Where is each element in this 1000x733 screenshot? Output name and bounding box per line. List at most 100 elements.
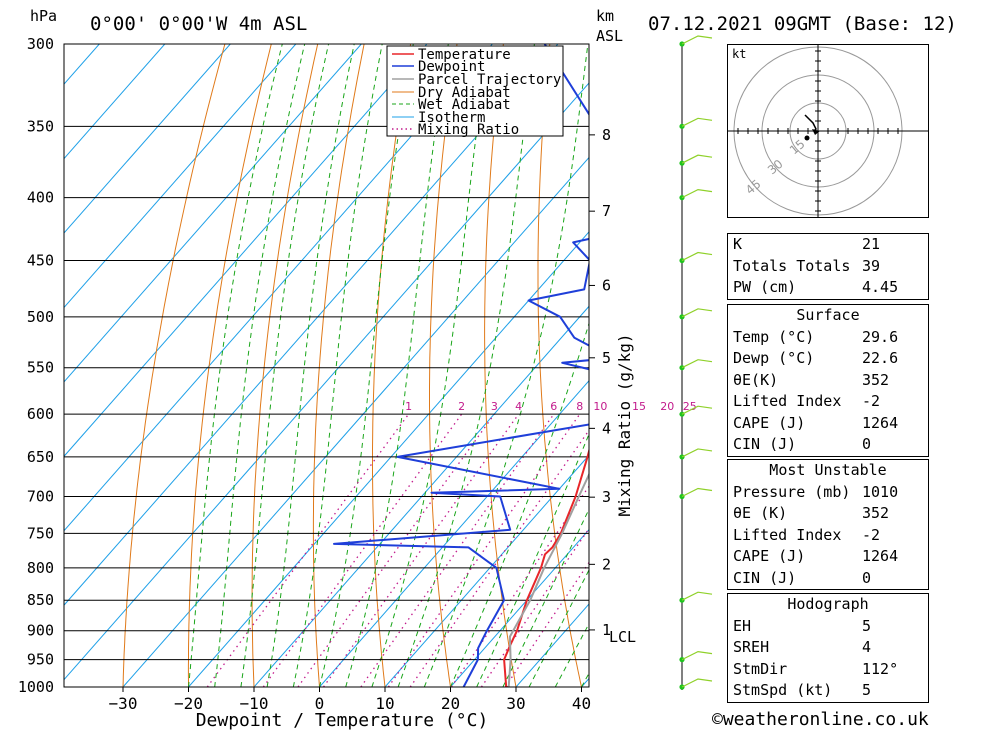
mixing-ratio-label: 10 [593,400,607,413]
hodograph-ring-label-45: 45 [743,177,764,198]
isotherm-line [253,305,589,687]
surface-cape-label: CAPE (J) [733,413,806,432]
wet-adiabat-line [319,44,414,687]
mixing-ratio-line [504,561,589,687]
wet-adiabat-line [240,44,330,687]
height-axis-ticks: 1 2 3 4 5 6 7 8 [589,126,611,639]
wet-adiabat-line [371,44,489,687]
wet-adiabat-line [397,44,535,687]
x-tick-label: −30 [109,694,138,713]
km-tick-label: 8 [602,126,611,144]
km-tick-label: 2 [602,555,611,573]
mixing-ratio-line [322,413,520,687]
wind-barb [681,591,713,601]
dry-adiabat-line [966,26,1000,687]
pressure-tick-label: 700 [27,488,54,506]
km-tick-label: 5 [602,349,611,367]
isotherm-line [384,454,589,687]
wind-barb [681,308,713,318]
isotherm-line [64,82,589,681]
wet-adiabat-line [292,44,383,687]
pressure-tick-label: 650 [27,448,54,466]
wind-barb [681,678,713,688]
mixing-ratio-line [387,413,581,687]
surface-cin-value: 0 [862,435,872,453]
mu-cape-label: CAPE (J) [733,547,806,565]
isotherm-line [64,44,428,458]
pressure-tick-label: 550 [27,359,54,377]
wind-marker [679,597,685,603]
isotherm-line [64,44,231,234]
legend: Temperature Dewpoint Parcel Trajectory D… [386,45,564,138]
pressure-tick-label: 900 [27,622,54,640]
k-value: 21 [862,235,881,253]
index-table: K 21 Totals Totals 39 PW (cm) 4.45 [727,233,929,300]
mixing-ratio-label: 25 [683,400,697,413]
hodo-title: Hodograph [787,595,869,613]
wind-barb [681,359,713,369]
wet-adiabat-line [214,44,306,687]
most-unstable-table: Most Unstable Pressure (mb) 1010 θE (K) 35… [727,459,929,590]
km-tick-label: 7 [602,202,611,220]
mu-cin-label: CIN (J) [733,568,797,587]
surface-title: Surface [796,306,860,324]
mu-li-label: Lifted Index [733,525,842,544]
mixing-ratio-labels: 1 2 3 4 6 8 10 15 20 25 [405,400,697,413]
surface-dewp-value: 22.6 [862,349,899,367]
dry-adiabat-line [372,44,412,687]
pressure-tick-label: 1000 [18,678,54,696]
wind-barb [681,251,713,262]
mu-pressure-label: Pressure (mb) [733,482,851,501]
km-label: km [596,7,614,25]
mixing-ratio-label: 4 [515,400,522,413]
location-title: 0°00' 0°00'W 4m ASL [90,13,307,35]
wet-adiabat-line [423,44,589,687]
x-tick-label: 40 [572,694,591,713]
profile-lines [333,44,589,687]
tt-label: Totals Totals [733,256,851,275]
legend-dry-adiabat: Dry Adiabat [418,85,511,101]
isotherm-line [122,156,589,687]
x-tick-label: −20 [174,694,203,713]
hodograph-table: Hodograph EH 5 SREH 4 StmDir 112° StmSpd (k… [727,593,929,703]
mixing-ratio-label: 8 [576,400,583,413]
km-tick-label: 3 [602,488,611,506]
wind-barb [681,487,713,498]
mixing-ratio-label: 3 [491,400,498,413]
dry-adiabat-line [122,44,226,687]
series-parcel-trajectory [507,472,589,687]
mixing-ratio-axis-label: Mixing Ratio (g/kg) [615,333,634,516]
km-tick-label: 6 [602,276,611,294]
sreh-value: 4 [862,638,872,656]
mixing-ratio-line [262,413,463,687]
wind-barb [681,650,713,661]
stmspd-value: 5 [862,681,872,699]
hodograph-unit-label: kt [732,47,746,61]
stmdir-label: StmDir [733,659,788,678]
mixing-ratio-line [360,413,555,687]
legend-dewpoint: Dewpoint [418,59,485,75]
mixing-ratio-label: 2 [458,400,465,413]
hodograph: kt 15 30 45 [727,44,929,218]
mu-li-value: -2 [862,525,881,544]
dry-adiabat-line [187,44,272,687]
x-tick-label: 20 [441,694,460,713]
pressure-tick-label: 400 [27,189,54,207]
mu-cape-value: 1264 [862,547,899,565]
series-dewpoint [333,44,589,687]
legend-isotherm: Isotherm [418,110,485,126]
eh-label: EH [733,616,752,635]
surface-dewp-label: Dewp (°C) [733,349,815,367]
isotherm-line [64,44,493,532]
surface-temp-label: Temp (°C) [733,327,815,346]
dry-adiabat-line [251,44,319,687]
legend-wet-adiabat: Wet Adiabat [418,97,511,113]
wet-adiabat-line [502,507,589,687]
mu-theta-label: θE (K) [733,504,788,522]
wind-marker [679,657,685,663]
wet-adiabat-line [476,432,589,687]
wet-adiabat-line [528,568,589,687]
lcl-label: LCL [609,628,636,646]
dry-adiabat-line [429,44,458,687]
pressure-tick-label: 800 [27,559,54,577]
